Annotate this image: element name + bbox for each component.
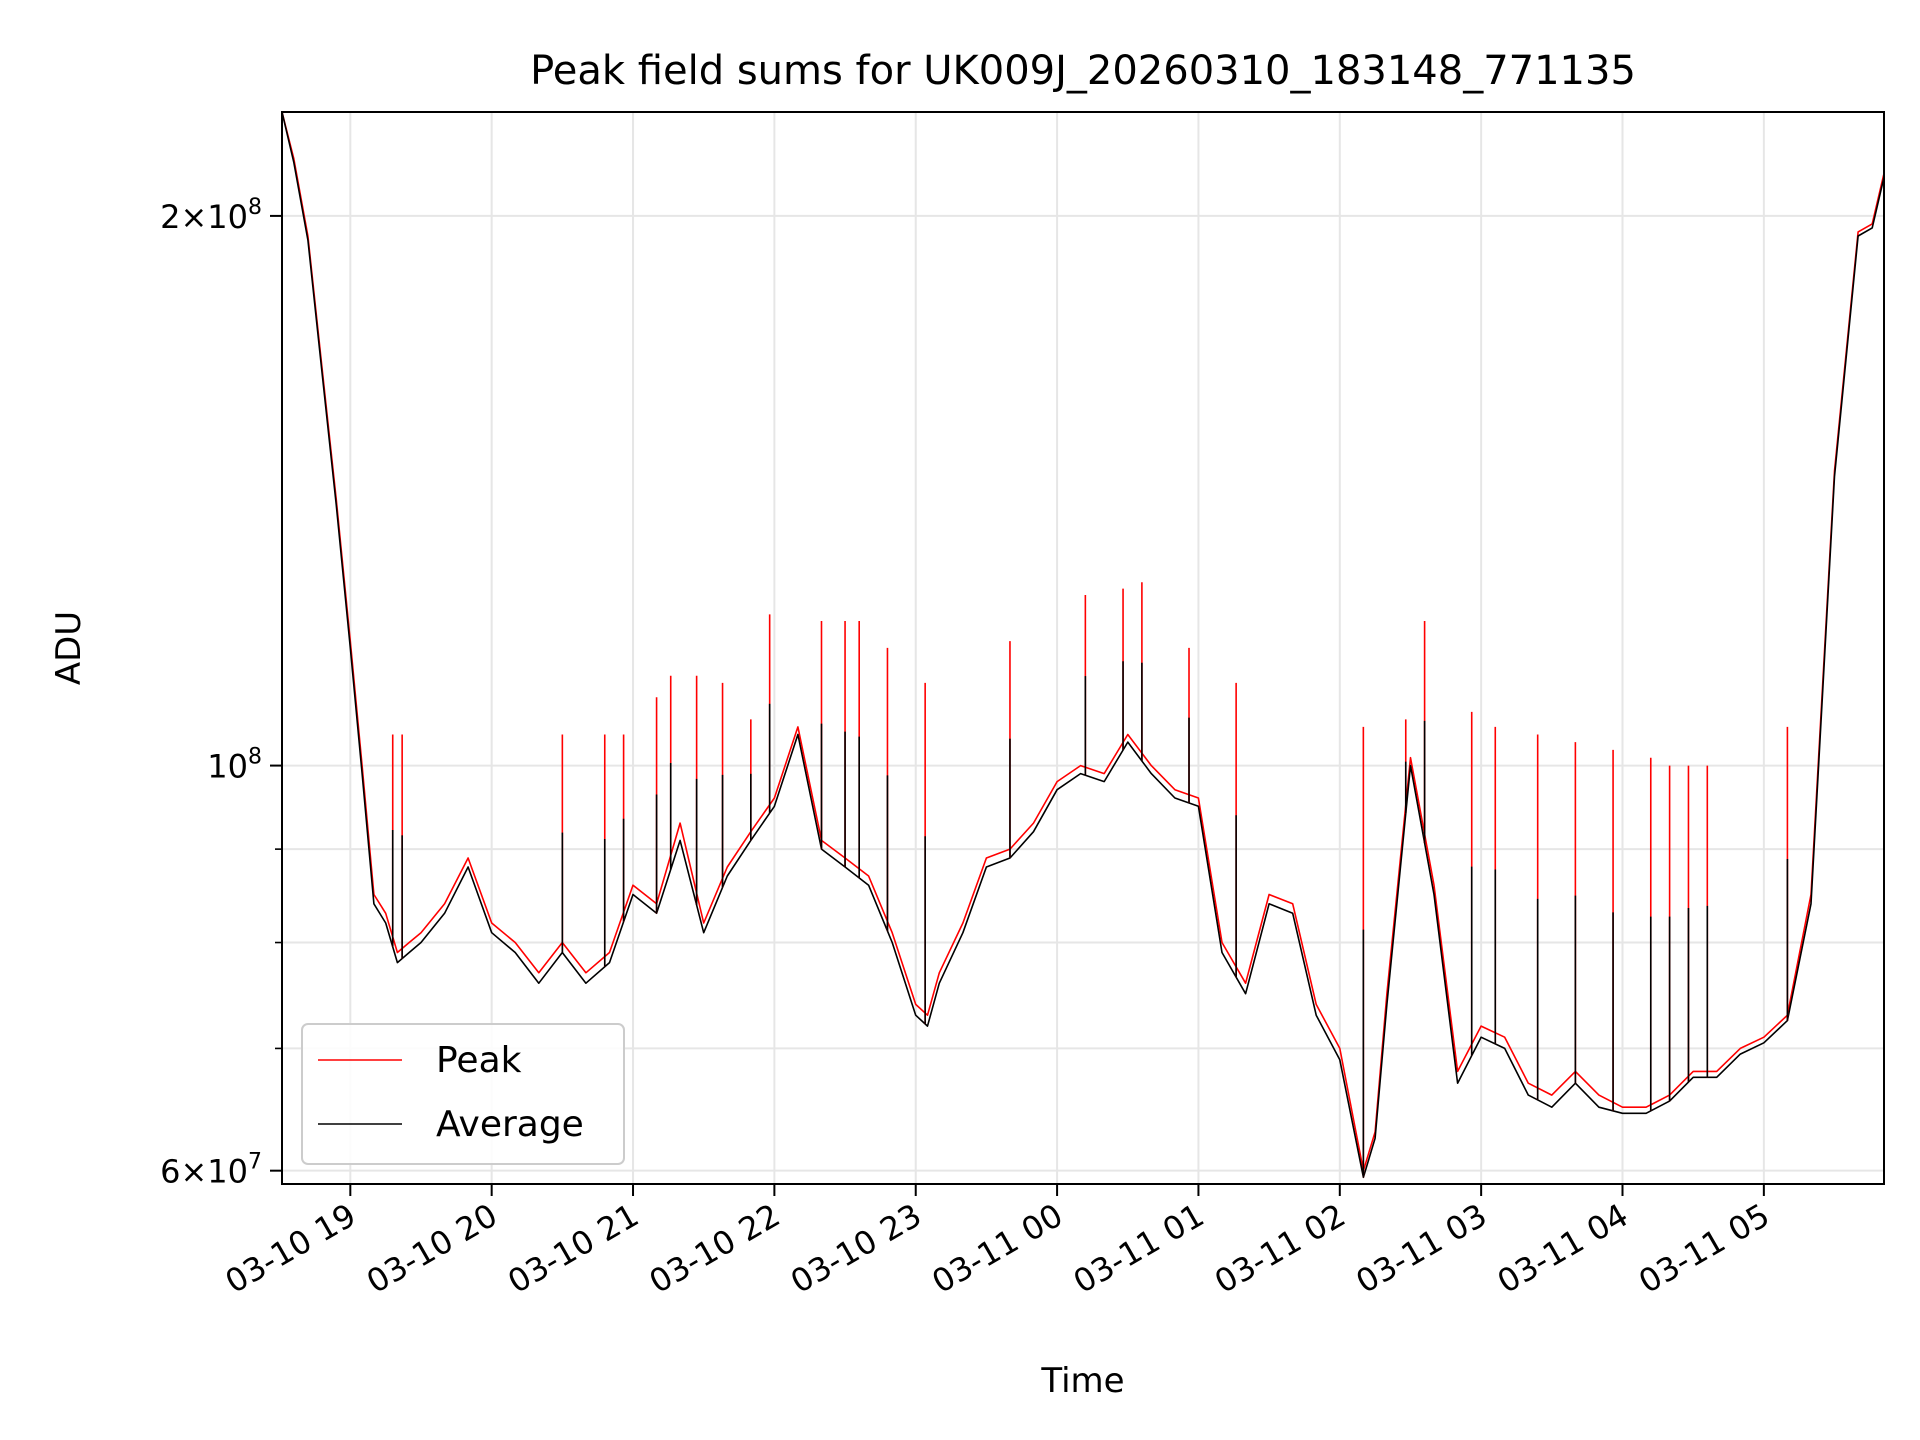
legend-box bbox=[301, 1023, 625, 1165]
y-tick-label: 108 bbox=[207, 745, 262, 786]
y-tick-label: 6×107 bbox=[160, 1150, 262, 1191]
legend-label-peak: Peak bbox=[436, 1040, 522, 1081]
grid bbox=[282, 112, 1884, 1184]
series-line-peak bbox=[282, 112, 1884, 1172]
y-axis: 6×107 108 2×108 bbox=[160, 195, 282, 1191]
chart-title: Peak field sums for UK009J_20260310_1831… bbox=[530, 48, 1636, 94]
legend-label-average: Average bbox=[436, 1104, 584, 1145]
series-line-average bbox=[282, 112, 1884, 1179]
y-tick-label: 2×108 bbox=[160, 195, 262, 236]
series-layer bbox=[282, 112, 1884, 1179]
legend: Peak Average bbox=[301, 1023, 625, 1165]
plot-frame bbox=[281, 111, 1885, 1185]
y-axis-title: ADU bbox=[49, 611, 89, 685]
x-axis-title: Time bbox=[1040, 1361, 1124, 1401]
